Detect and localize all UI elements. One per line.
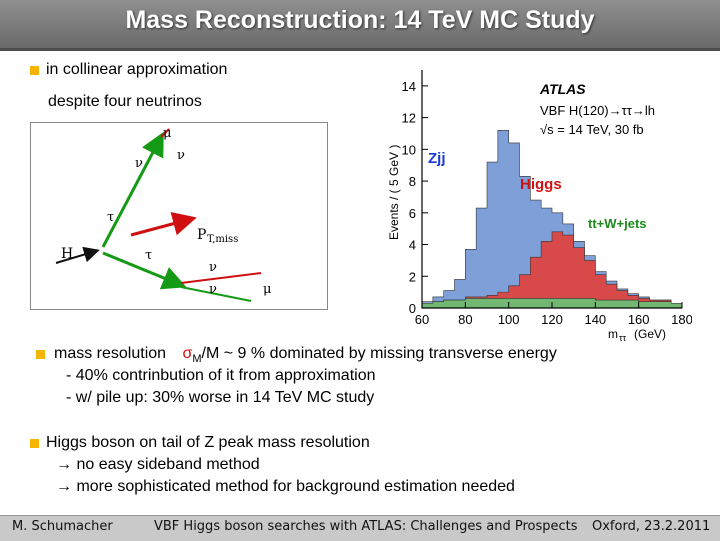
tau-plus-line (101, 131, 164, 248)
y-axis-label: Events / ( 5 GeV ) (387, 145, 401, 240)
mass-distribution-plot: 0 2 4 6 8 10 12 14 60 80 100 120 140 160 180 ATLAS VBF… (380, 60, 693, 343)
label-h: H (61, 246, 73, 262)
text-line: - w/ pile up: 30% worse in 14 TeV MC stu… (66, 389, 375, 406)
y-tick-label: 6 (409, 206, 416, 221)
x-axis-label: m (608, 327, 618, 341)
bullet-text: Higgs boson on tail of Z peak mass resol… (46, 434, 370, 451)
label-ptmiss: P (197, 227, 206, 243)
x-tick-label: 160 (628, 312, 650, 327)
y-tick-label: 4 (409, 238, 416, 253)
label-mu-top: μ (163, 126, 171, 141)
footer-date: Oxford, 23.2.2011 (592, 519, 711, 534)
label-mu-minus: μ (263, 282, 271, 297)
x-axis-label-sub: ττ (619, 333, 627, 342)
sigma-symbol: σ (182, 345, 193, 362)
text-line: → no easy sideband method (56, 456, 260, 474)
decay-diagram-svg: μ ν ν τ τ H P T,miss ν ν μ (55, 126, 271, 302)
higgs-label: Higgs (520, 176, 562, 193)
label-nu-mu: ν (135, 156, 143, 171)
series-area-higgs (421, 231, 683, 309)
y-tick-label: 8 (409, 174, 416, 189)
x-tick-label: 80 (458, 312, 472, 327)
y-tick-label: 14 (402, 79, 416, 94)
decay-diagram: μ ν ν τ τ H P T,miss ν ν μ (30, 122, 328, 310)
nu-line-1 (160, 128, 170, 138)
x-tick-label: 60 (415, 312, 429, 327)
energy-label: √s = 14 TeV, 30 fb (540, 122, 644, 137)
label-ptmiss-sub: T,miss (207, 234, 238, 245)
chart-svg: 0 2 4 6 8 10 12 14 60 80 100 120 140 160 180 ATLAS VBF… (387, 70, 693, 343)
background-label: tt+W+jets (588, 216, 647, 231)
arrow-icon: → (56, 456, 72, 473)
text-fragment: no easy sideband method (76, 456, 260, 473)
nu-line-2 (180, 272, 262, 284)
arrow-icon: → (56, 478, 72, 495)
label-tau-plus: τ (107, 210, 114, 225)
text-fragment: more sophisticated method for background… (76, 478, 515, 495)
text-fragment: mass resolution (54, 345, 167, 362)
label-nu-mu-bot: ν (209, 282, 217, 297)
y-tick-label: 2 (409, 269, 416, 284)
text-line: → more sophisticated method for backgrou… (56, 478, 515, 496)
footer-author: M. Schumacher (12, 519, 113, 534)
tau-minus-line (102, 251, 187, 290)
x-tick-label: 180 (671, 312, 692, 327)
bullet-text: mass resolution σM/M ~ 9 % dominated by … (54, 345, 557, 365)
label-tau-minus: τ (145, 248, 152, 263)
slide-title: Mass Reconstruction: 14 TeV MC Study (125, 6, 595, 34)
text-line: - 40% contrinbution of it from approxima… (66, 367, 376, 384)
process-label: VBF H(120)→ττ→lh (540, 103, 655, 118)
bullet-marker (30, 439, 39, 448)
bullet-text: in collinear approximation (46, 61, 228, 78)
y-tick-label: 12 (402, 111, 416, 126)
x-tick-label: 100 (498, 312, 520, 327)
title-bar (0, 0, 720, 51)
bullet-marker (36, 350, 45, 359)
x-axis-unit: (GeV) (634, 327, 666, 341)
sigma-subscript: M (192, 353, 202, 366)
experiment-label: ATLAS (539, 81, 586, 97)
footer-title: VBF Higgs boson searches with ATLAS: Cha… (154, 519, 578, 534)
nu-line-3 (180, 286, 252, 302)
text-line: despite four neutrinos (48, 93, 202, 110)
footer-bar (0, 515, 720, 541)
zjj-label: Zjj (428, 150, 446, 167)
y-tick-label: 0 (409, 301, 416, 316)
bullet-marker (30, 66, 39, 75)
y-tick-label: 10 (402, 142, 416, 157)
text-fragment: /M ~ 9 % dominated by missing transverse… (201, 345, 557, 362)
x-tick-label: 140 (584, 312, 606, 327)
label-nu-tau-top: ν (177, 148, 185, 163)
label-nu-tau-bot: ν (209, 260, 217, 275)
ptmiss-line (130, 212, 197, 237)
x-tick-label: 120 (541, 312, 563, 327)
higgs-line (55, 246, 100, 264)
